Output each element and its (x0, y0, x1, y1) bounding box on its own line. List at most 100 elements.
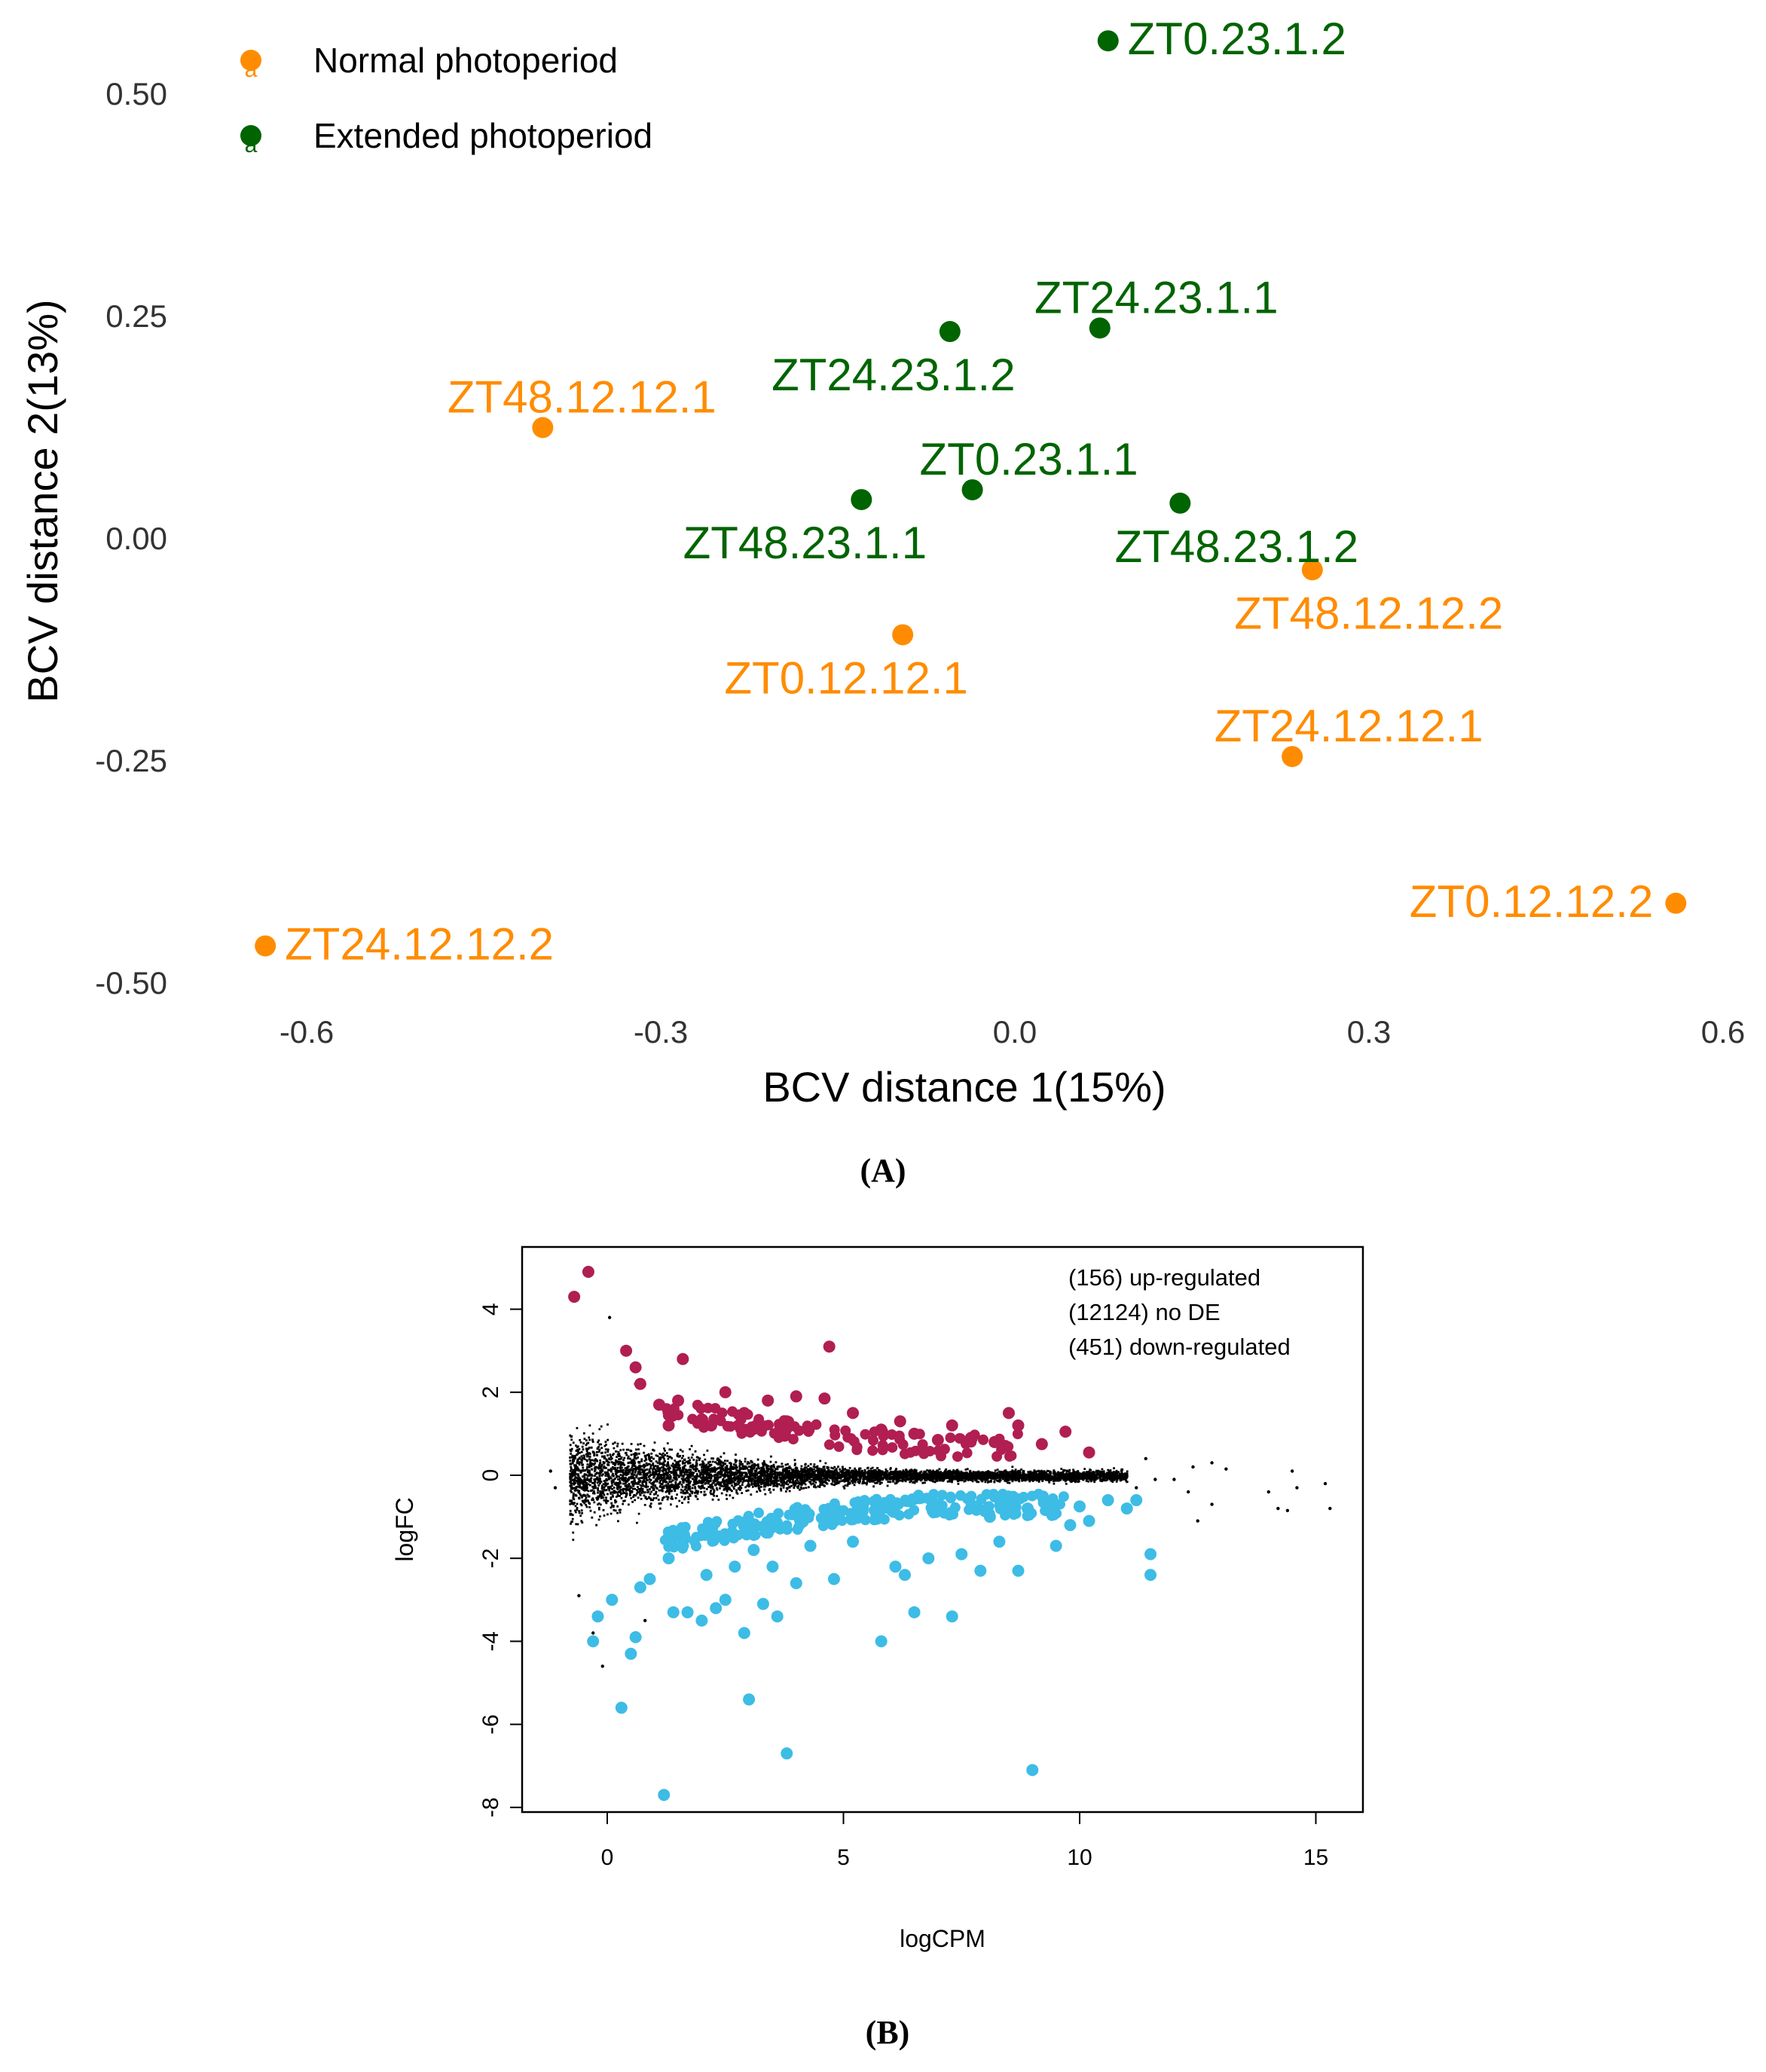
down-regulated-point (667, 1606, 680, 1618)
no-de-point (1135, 1486, 1138, 1490)
no-de-point (1210, 1461, 1214, 1465)
down-regulated-point (587, 1635, 600, 1648)
down-regulated-point (974, 1564, 987, 1577)
down-regulated-point (719, 1594, 732, 1606)
up-regulated-point (894, 1415, 906, 1428)
panel-b-y-tick-label: 4 (478, 1303, 503, 1316)
point-zt24-12-12-2 (255, 935, 277, 957)
legend-entry-451-down-regulated: (451) down-regulated (1068, 1334, 1291, 1360)
up-regulated-point (988, 1435, 1001, 1448)
panel-a-y-axis: 0.50 0.25 0.00 -0.25 -0.50 (95, 76, 167, 1001)
no-de-point (548, 1469, 552, 1473)
no-de-point (1328, 1506, 1332, 1511)
no-de-point (577, 1594, 581, 1597)
panel-b-y-tick-label: -4 (478, 1631, 503, 1652)
up-regulated-point (762, 1394, 775, 1407)
panel-b-plot-frame (521, 1245, 1364, 1814)
down-regulated-point (606, 1594, 619, 1606)
point-zt48-12-12-2 (1301, 559, 1323, 581)
panel-a-y-tick-label: 0.00 (105, 521, 167, 556)
down-regulated-point (738, 1627, 750, 1640)
down-regulated-point (993, 1536, 1006, 1548)
down-regulated-point (847, 1536, 860, 1548)
legend-label-normal-photoperiod: Normal photoperiod (313, 41, 618, 80)
down-regulated-point (983, 1511, 996, 1523)
no-de-point (1172, 1478, 1176, 1481)
up-regulated-point (1035, 1438, 1048, 1450)
panel-b-x-tick-label: 5 (837, 1845, 850, 1870)
panel-b-no-de-points (548, 1316, 1332, 1668)
down-regulated-point (658, 1789, 671, 1802)
panel-b-x-tick-label: 0 (601, 1845, 614, 1870)
no-de-point (1153, 1478, 1157, 1481)
no-de-point (1196, 1519, 1199, 1523)
panel-b-y-tick-label: 0 (478, 1469, 503, 1482)
point-zt24-23-1-1 (1089, 317, 1111, 339)
up-regulated-point (634, 1377, 646, 1390)
down-regulated-point (889, 1560, 902, 1573)
down-regulated-point (946, 1610, 958, 1623)
point-label-zt24-23-1-1: ZT24.23.1.1 (1034, 272, 1279, 322)
down-regulated-point (771, 1610, 784, 1623)
no-de-point (1144, 1456, 1147, 1461)
no-de-point (591, 1631, 595, 1635)
up-regulated-dense-band (661, 1399, 1023, 1462)
up-regulated-point (781, 1415, 793, 1428)
point-zt48-23-1-2 (1169, 492, 1191, 514)
panel-b-y-tick-label: -2 (478, 1548, 503, 1569)
no-de-point (1191, 1465, 1195, 1469)
legend-label-extended-photoperiod: Extended photoperiod (313, 116, 652, 155)
no-de-point (553, 1486, 558, 1490)
down-regulated-point (643, 1572, 656, 1585)
up-regulated-point (662, 1419, 675, 1432)
up-regulated-point (908, 1427, 921, 1440)
point-zt24-23-1-2 (939, 321, 961, 343)
point-zt48-12-12-1 (532, 417, 554, 439)
up-regulated-point (1012, 1419, 1025, 1432)
up-regulated-point (652, 1398, 665, 1411)
panel-b-highlight-points (568, 1266, 1157, 1802)
point-zt0-12-12-1 (892, 624, 914, 646)
legend-glyph-normal-photoperiod: a (245, 57, 258, 82)
panel-a-x-tick-label: -0.3 (634, 1014, 688, 1050)
down-regulated-point (591, 1610, 604, 1623)
legend-marker-normal-photoperiod (240, 50, 261, 71)
point-zt48-23-1-1 (851, 489, 872, 511)
panel-a-data-points: ZT48.12.12.1 ZT48.12.12.2 ZT0.12.12.1 ZT24.… (255, 14, 1687, 969)
up-regulated-point (823, 1340, 836, 1353)
down-regulated-point (662, 1552, 675, 1565)
panel-a-caption: (A) (860, 1152, 906, 1189)
down-regulated-point (1012, 1564, 1025, 1577)
up-regulated-point (719, 1386, 732, 1398)
point-label-zt0-12-12-1: ZT0.12.12.1 (724, 652, 968, 703)
panel-a-x-axis-label: BCV distance 1(15%) (762, 1063, 1166, 1111)
panel-a-y-tick-label: -0.50 (95, 965, 167, 1001)
down-regulated-point (781, 1747, 793, 1760)
up-regulated-point (964, 1432, 977, 1444)
point-label-zt48-23-1-2: ZT48.23.1.2 (1115, 521, 1359, 572)
down-regulated-point (747, 1544, 760, 1557)
up-regulated-point (875, 1423, 888, 1436)
panel-b-y-tick-label: 2 (478, 1386, 503, 1398)
panel-b-y-axis-label: logFC (391, 1497, 418, 1561)
down-regulated-point (1120, 1502, 1133, 1515)
point-zt0-12-12-2 (1665, 892, 1687, 914)
down-regulated-point (1050, 1539, 1062, 1552)
down-regulated-point (875, 1635, 888, 1648)
up-regulated-point (738, 1407, 750, 1420)
down-regulated-point (1064, 1519, 1077, 1532)
down-regulated-point (1026, 1764, 1039, 1777)
up-regulated-point (620, 1344, 633, 1357)
no-de-point (643, 1618, 647, 1623)
panel-a-bcv-plot: a Normal photoperiod a Extended photoperiod… (19, 14, 1745, 1189)
no-de-point (1266, 1490, 1271, 1494)
down-regulated-point (804, 1539, 817, 1552)
panel-b-y-tick-label: -8 (478, 1797, 503, 1817)
up-regulated-point (1083, 1446, 1095, 1459)
down-regulated-point (634, 1581, 646, 1594)
down-regulated-point (899, 1569, 912, 1582)
no-de-point (600, 1664, 604, 1668)
panel-b-y-tick-label: -6 (478, 1714, 503, 1734)
no-de-point-cloud (569, 1423, 1129, 1542)
